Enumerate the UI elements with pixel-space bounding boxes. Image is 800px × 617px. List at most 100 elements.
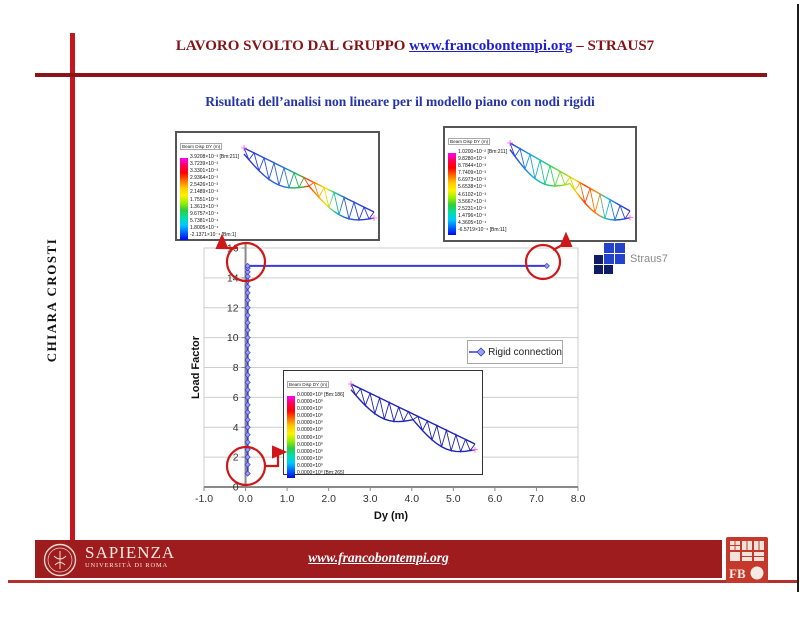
sapienza-wordmark-group: SAPIENZA UNIVERSITÀ DI ROMA <box>85 544 175 569</box>
legend-value: 5.6538×10⁻³ <box>458 184 487 191</box>
legend-value: 9.6757×10⁻⁴ <box>190 210 219 217</box>
series-marker <box>244 431 251 438</box>
slide-header: LAVORO SVOLTO DAL GRUPPO www.francobonte… <box>60 38 770 55</box>
x-tick-label: 4.0 <box>404 493 419 505</box>
node-marker <box>472 446 478 453</box>
legend-value: 2.1489×10⁻³ <box>190 189 219 196</box>
series-marker <box>244 297 251 304</box>
header-link[interactable]: www.francobontempi.org <box>409 38 573 54</box>
legend-label: Rigid connection <box>488 346 562 358</box>
legend-value: 9.8280×10⁻³ <box>458 156 487 163</box>
slide-title: Risultati dell’analisi non lineare per i… <box>205 94 595 109</box>
legend-value: -2.1371×10⁻⁴ [Bm:1] <box>190 232 237 239</box>
contour-inset-left: Beam Disp DY (m) 3.9208×10⁻³ [Bm:211] 3.7… <box>175 131 380 241</box>
truss-member <box>509 149 631 221</box>
legend-value: 2.5231×10⁻³ <box>458 205 487 212</box>
inset-legend: Beam Disp DY (m) 3.9208×10⁻³ [Bm:211] 3.7… <box>177 133 239 240</box>
series-marker <box>244 349 251 356</box>
legend-values: 0.0000×10⁰ [Bm:186] 0.0000×10⁰ 0.0000×10⁰ 0… <box>297 392 344 478</box>
legend-value: 0.0000×10⁰ [Bm:186] <box>297 392 345 398</box>
y-tick-label: 14 <box>227 272 239 284</box>
legend-value: 3.3301×10⁻³ <box>190 168 219 175</box>
series-marker <box>244 364 251 371</box>
node-marker <box>371 215 377 221</box>
x-tick-label: 1.0 <box>280 493 295 505</box>
legend-gradient-bar <box>180 158 188 240</box>
series-marker <box>244 401 251 408</box>
node-marker <box>348 381 354 387</box>
node-marker <box>627 214 633 221</box>
inset-legend: Beam Disp DY (m) 1.0200×10⁻² [Bm:211] 9.8… <box>445 128 507 240</box>
x-tick-label: 6.0 <box>488 493 503 505</box>
chart-legend: Rigid connection <box>467 340 563 364</box>
series-marker <box>244 379 251 386</box>
y-tick-label: 4 <box>233 422 239 434</box>
y-axis-title: Load Factor <box>190 335 202 399</box>
series-marker <box>244 424 251 431</box>
legend-value: 1.3613×10⁻³ <box>190 203 219 210</box>
footer-link[interactable]: www.francobontempi.org <box>308 550 449 565</box>
contour-inset-middle: Beam Disp DY (m) 0.0000×10⁰ [Bm:186] 0.00… <box>283 370 483 478</box>
legend-value: 0.0000×10⁰ <box>297 441 323 448</box>
sapienza-wordmark: SAPIENZA <box>85 543 176 562</box>
legend-value: 0.0000×10⁰ <box>297 427 323 434</box>
y-tick-label: 0 <box>233 482 239 494</box>
truss-member <box>243 147 375 222</box>
series-marker <box>244 341 251 349</box>
series-marker <box>244 386 251 394</box>
y-tick-label: 12 <box>227 302 239 314</box>
series-marker <box>244 416 251 423</box>
legend-value: 7.7409×10⁻³ <box>458 170 487 177</box>
legend-value: 4.6102×10⁻³ <box>458 191 487 198</box>
truss-member <box>243 153 375 221</box>
legend-value: 1.0200×10⁻² [Bm:211] <box>458 149 508 155</box>
series-marker <box>244 439 251 446</box>
x-tick-label: -1.0 <box>195 493 213 505</box>
legend-value: 1.4796×10⁻³ <box>458 212 487 219</box>
footer-bar: SAPIENZA UNIVERSITÀ DI ROMA www.francobo… <box>35 540 722 578</box>
header-underline <box>35 73 767 77</box>
series-marker <box>244 334 251 341</box>
straus7-logo: Straus7 <box>592 242 668 276</box>
truss-member <box>243 147 375 213</box>
y-tick-label: 6 <box>233 392 239 404</box>
series-marker <box>244 371 251 379</box>
truss-member <box>350 383 476 445</box>
legend-marker-icon <box>469 347 486 357</box>
x-axis-title: Dy (m) <box>374 510 409 522</box>
legend-value: 8.7844×10⁻³ <box>458 163 487 170</box>
x-tick-label: 3.0 <box>363 493 378 505</box>
contour-inset-right: Beam Disp DY (m) 1.0200×10⁻² [Bm:211] 9.8… <box>443 126 637 242</box>
legend-value: 1.8005×10⁻⁴ <box>190 224 219 231</box>
sapienza-emblem-icon <box>43 543 77 577</box>
truss-member <box>350 389 476 453</box>
series-marker <box>244 409 251 416</box>
node-marker <box>241 145 247 151</box>
inset-legend-title: Beam Disp DY (m) <box>448 138 491 145</box>
truss-member <box>350 383 476 454</box>
legend-value: -6.5719×10⁻⁴ [Bm:11] <box>458 227 507 234</box>
legend-value: 5.7381×10⁻⁴ <box>190 217 219 224</box>
x-tick-label: 0.0 <box>238 493 253 505</box>
legend-value: 0.0000×10⁰ [Bm:265] <box>297 470 345 477</box>
legend-values: 1.0200×10⁻² [Bm:211] 9.8280×10⁻³ 8.7844×10… <box>458 149 507 235</box>
legend-value: 3.9208×10⁻³ [Bm:211] <box>190 154 240 160</box>
legend-value: 0.0000×10⁰ <box>297 448 323 455</box>
svg-text:FB: FB <box>729 566 746 581</box>
legend-value: 1.7551×10⁻³ <box>190 196 219 203</box>
x-tick-label: 5.0 <box>446 493 461 505</box>
legend-values: 3.9208×10⁻³ [Bm:211] 3.7239×10⁻³ 3.3301×10… <box>190 154 239 240</box>
truss-plot-middle <box>348 381 478 454</box>
legend-value: 0.0000×10⁰ <box>297 399 323 406</box>
sapienza-subtitle: UNIVERSITÀ DI ROMA <box>85 562 169 569</box>
sidebar-red-line <box>70 33 75 540</box>
header-text-prefix: LAVORO SVOLTO DAL GRUPPO <box>175 38 410 54</box>
legend-value: 2.5426×10⁻³ <box>190 182 219 189</box>
series-marker <box>244 283 251 290</box>
series-marker <box>244 304 251 311</box>
y-tick-label: 10 <box>227 332 239 344</box>
y-tick-label: 16 <box>227 243 239 255</box>
legend-value: 0.0000×10⁰ <box>297 413 323 420</box>
x-tick-label: 7.0 <box>529 493 544 505</box>
x-tick-label: 8.0 <box>571 493 586 505</box>
